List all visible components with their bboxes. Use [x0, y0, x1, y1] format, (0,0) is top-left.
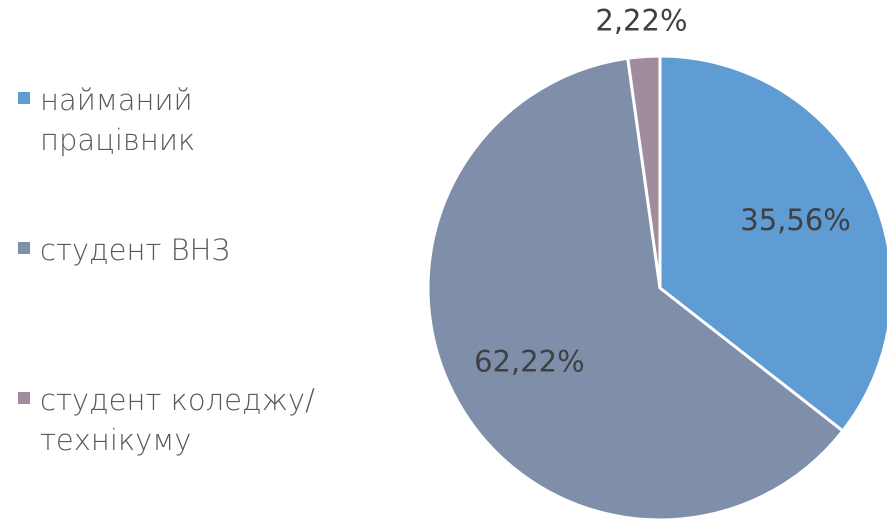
- pie-slice: [426, 56, 845, 519]
- pie-slice: [626, 54, 662, 289]
- legend-swatch: [18, 392, 30, 404]
- legend-label: найманий працівник: [40, 83, 196, 157]
- pie-slice: [658, 54, 887, 433]
- legend-item: найманий працівник: [18, 80, 340, 160]
- data-label: 62,22%: [474, 344, 585, 378]
- legend-label: студент ВНЗ: [40, 233, 230, 267]
- legend-item: студент ВНЗ: [18, 230, 340, 270]
- legend-item: студент коледжу/технікуму: [18, 380, 340, 460]
- data-label: 2,22%: [595, 4, 687, 38]
- legend-label: студент коледжу/технікуму: [40, 383, 315, 457]
- legend-swatch: [18, 242, 30, 254]
- data-label: 35,56%: [740, 203, 851, 237]
- legend-swatch: [18, 92, 30, 104]
